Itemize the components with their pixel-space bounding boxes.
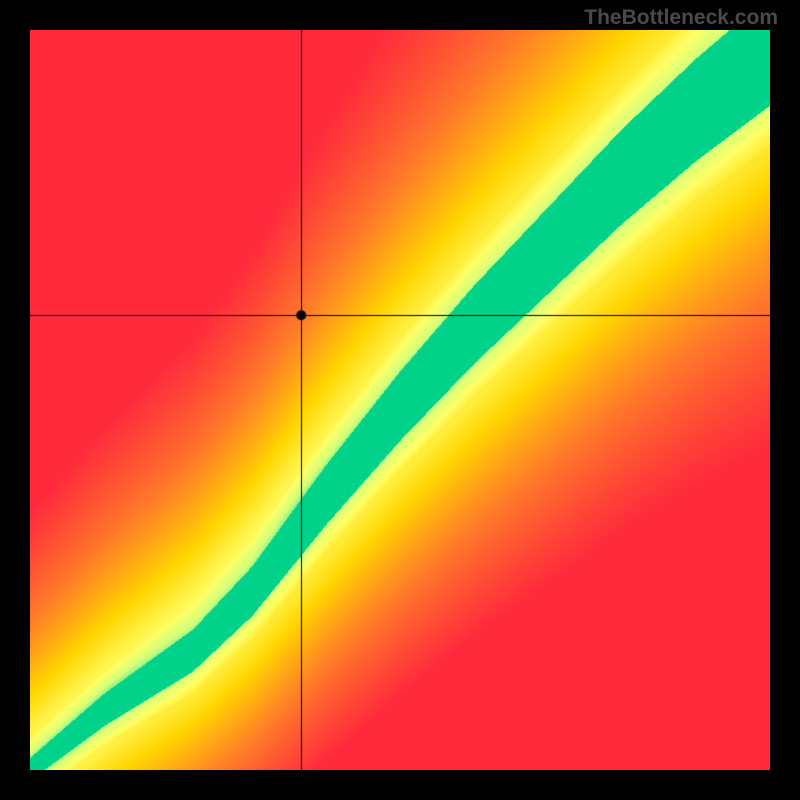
chart-container: TheBottleneck.com	[0, 0, 800, 800]
watermark-text: TheBottleneck.com	[584, 6, 778, 30]
heatmap-canvas	[30, 30, 770, 770]
heatmap-plot	[30, 30, 770, 770]
